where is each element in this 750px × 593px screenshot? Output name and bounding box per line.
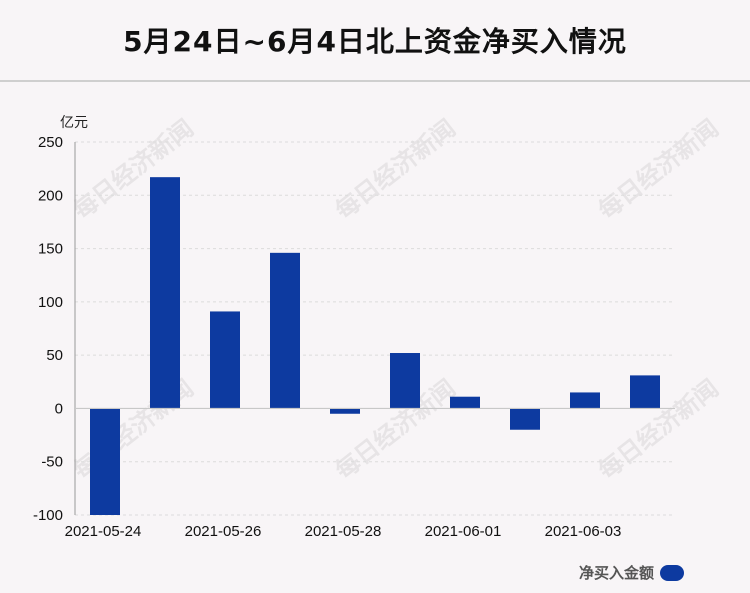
y-tick-label: 0: [55, 400, 63, 417]
bar: [150, 177, 180, 409]
bar: [510, 408, 540, 430]
bar: [210, 311, 240, 409]
bar: [390, 353, 420, 409]
y-axis-unit-label: 亿元: [60, 115, 88, 131]
x-tick-label: 2021-05-26: [185, 523, 262, 540]
bar: [330, 408, 360, 414]
chart-title: 5月24日~6月4日北上资金净买入情况: [123, 25, 627, 58]
bar: [630, 375, 660, 409]
y-tick-label: 100: [38, 294, 63, 311]
title-divider: [0, 80, 750, 82]
legend-label: 净买入金额: [578, 564, 654, 582]
legend-swatch: [660, 564, 684, 581]
bar: [90, 408, 120, 515]
x-tick-label: 2021-06-01: [425, 523, 502, 540]
bar: [450, 396, 480, 409]
bar: [270, 252, 300, 409]
y-tick-label: 200: [38, 187, 63, 204]
y-tick-label: 150: [38, 241, 63, 258]
y-tick-label: -100: [33, 507, 63, 524]
y-tick-label: 250: [38, 134, 63, 151]
legend: 净买入金额: [579, 562, 684, 583]
x-tick-label: 2021-06-03: [545, 523, 622, 540]
x-tick-label: 2021-05-24: [65, 523, 142, 540]
x-tick-label: 2021-05-28: [305, 523, 382, 540]
y-tick-label: -50: [41, 454, 63, 471]
y-tick-label: 50: [46, 347, 63, 364]
bar: [570, 392, 600, 409]
